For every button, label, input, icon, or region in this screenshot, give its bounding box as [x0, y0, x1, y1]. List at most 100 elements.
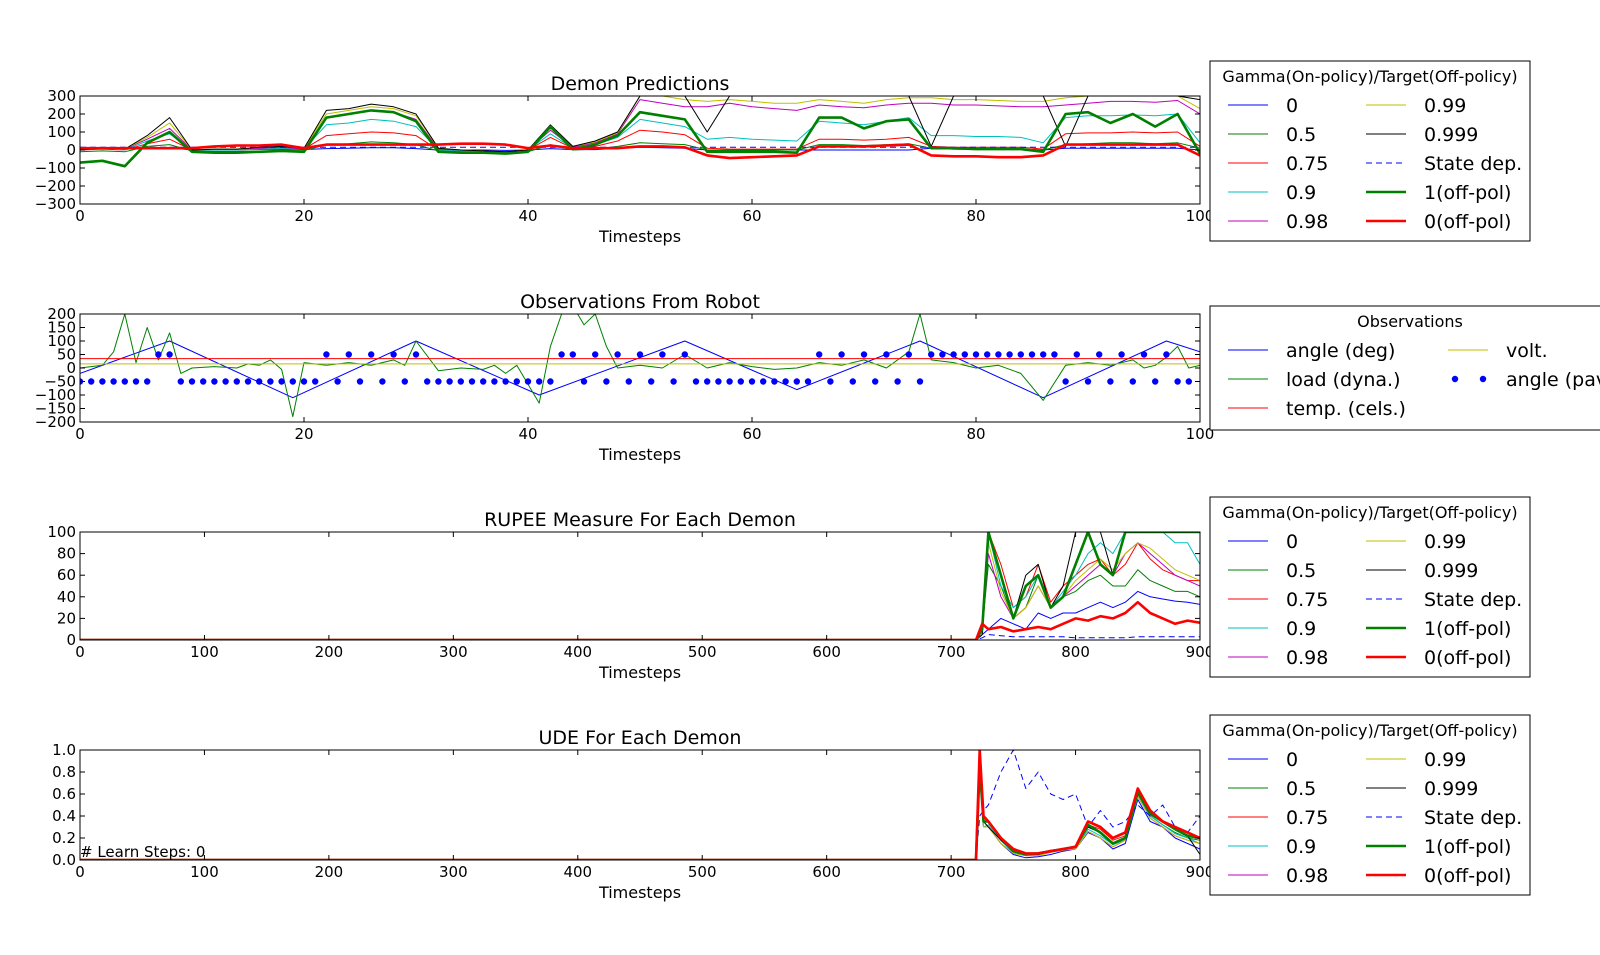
x-tick-label: 100 [1186, 425, 1215, 443]
marker-point [200, 378, 207, 385]
chart-title: Observations From Robot [520, 291, 760, 313]
x-tick-label: 40 [518, 425, 537, 443]
marker-point [681, 351, 688, 358]
legend-title: Gamma(On-policy)/Target(Off-policy) [1222, 67, 1517, 86]
marker-point [692, 378, 700, 385]
marker-point [648, 378, 655, 385]
marker-point [166, 351, 173, 358]
plot-frame [79, 313, 1201, 423]
x-tick-label: 80 [966, 425, 985, 443]
legend-entry: 0 [1286, 749, 1298, 771]
marker-point [883, 351, 890, 358]
y-tick-label: 300 [47, 87, 76, 105]
y-tick-label: 20 [57, 609, 76, 627]
legend-entry: 0.99 [1424, 95, 1466, 117]
marker-point [524, 378, 532, 385]
y-tick-label: 200 [47, 305, 76, 323]
y-tick-label: 200 [47, 105, 76, 123]
marker-point [1152, 378, 1159, 385]
marker-point [972, 351, 980, 358]
legend-entry: 0.5 [1286, 560, 1316, 582]
marker-point [244, 378, 252, 385]
series-group [80, 532, 1200, 640]
series-line-0 [80, 760, 1200, 860]
marker-point [1107, 378, 1114, 385]
x-tick-label: 60 [742, 425, 761, 443]
x-tick-label: 100 [1186, 207, 1215, 225]
plot-frame [79, 531, 1201, 641]
legend-entry: 0(off-pol) [1424, 647, 1511, 669]
y-tick-label: 150 [47, 319, 76, 337]
x-tick-label: 400 [563, 863, 592, 881]
y-tick-label: −300 [35, 195, 76, 213]
legend: Gamma(On-policy)/Target(Off-policy) 0 0.5 0… [1209, 714, 1531, 896]
marker-point [188, 378, 196, 385]
marker-point [1040, 351, 1047, 358]
legend-entry: 0(off-pol) [1424, 211, 1511, 233]
x-tick-label: 500 [688, 643, 717, 661]
marker-point [905, 351, 912, 358]
legend-frame [1209, 496, 1531, 678]
series-line-7 [80, 634, 1200, 640]
y-tick-label: 100 [47, 523, 76, 541]
legend-entry: angle (deg) [1286, 340, 1395, 362]
marker-point [390, 351, 397, 358]
legend-entry: 0.999 [1424, 124, 1478, 146]
marker-point [233, 378, 240, 385]
legend-entry: 0(off-pol) [1424, 865, 1511, 887]
y-tick-label: −100 [35, 159, 76, 177]
marker-point [625, 378, 632, 385]
legend-entry: 0.999 [1424, 560, 1478, 582]
marker-point [289, 378, 296, 385]
chart-4: 1.00.80.60.40.20.00 100 200 300 400 500 600 700… [52, 714, 1531, 902]
marker-point [782, 378, 789, 385]
legend-frame [1209, 60, 1531, 242]
legend-marker [1479, 375, 1487, 383]
legend-title: Observations [1357, 312, 1463, 331]
marker-point [961, 351, 968, 358]
legend-entry: 0 [1286, 531, 1298, 553]
marker-point [760, 378, 767, 385]
marker-point [569, 351, 576, 358]
x-tick-label: 40 [518, 207, 537, 225]
marker-point [603, 378, 610, 385]
marker-point [849, 378, 856, 385]
x-tick-label: 300 [439, 643, 468, 661]
y-tick-label: −200 [35, 177, 76, 195]
marker-point [300, 378, 308, 385]
series-line-0 [80, 340, 1200, 399]
legend-entry: 0.99 [1424, 531, 1466, 553]
marker-point [356, 378, 364, 385]
marker-point [860, 351, 868, 358]
series-line-4 [80, 542, 1200, 640]
marker-point [1174, 378, 1181, 385]
legend-entry: 0 [1286, 95, 1298, 117]
y-tick-label: 100 [47, 332, 76, 350]
legend-entry: 0.75 [1286, 153, 1328, 175]
series-line-3 [80, 532, 1200, 640]
marker-point [312, 378, 319, 385]
series-line-0 [80, 590, 1200, 640]
marker-point [838, 351, 845, 358]
marker-point [816, 351, 823, 358]
series-line-8 [80, 109, 1200, 168]
y-tick-label: 0.0 [52, 851, 76, 869]
marker-point [1017, 351, 1024, 358]
legend-entry: 0.9 [1286, 618, 1316, 640]
marker-point [995, 351, 1002, 358]
marker-point [1006, 351, 1013, 358]
marker-point [1084, 378, 1092, 385]
legend-entry: temp. (cels.) [1286, 398, 1406, 420]
x-tick-label: 900 [1186, 643, 1215, 661]
x-tick-label: 600 [812, 863, 841, 881]
legend-entry: 1(off-pol) [1424, 618, 1511, 640]
legend-frame [1209, 714, 1531, 896]
marker-point [222, 378, 229, 385]
x-tick-label: 20 [294, 207, 313, 225]
x-tick-label: 0 [75, 863, 85, 881]
legend-entry: 0.75 [1286, 807, 1328, 829]
y-tick-label: −200 [35, 413, 76, 431]
marker-point [916, 378, 924, 385]
